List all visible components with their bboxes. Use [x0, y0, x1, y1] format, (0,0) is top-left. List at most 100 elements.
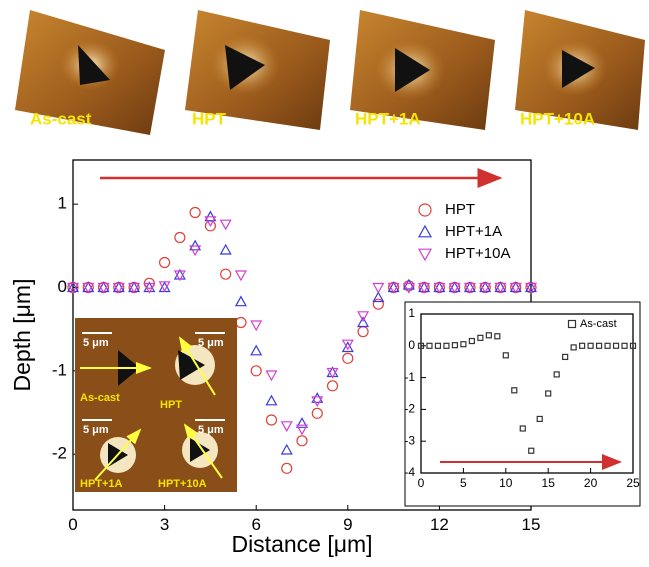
data-point [311, 396, 324, 408]
legend-label: As-cast [580, 318, 617, 330]
data-point [189, 206, 201, 219]
scale-label: 5 μm [198, 424, 224, 436]
data-point [485, 332, 492, 339]
data-point [280, 443, 293, 455]
data-point [509, 282, 522, 294]
data-point [326, 380, 339, 392]
data-point [66, 282, 80, 294]
data-point [97, 282, 110, 294]
legend-label: HPT+10A [445, 245, 510, 262]
x-axis-label: Distance [μm] [231, 531, 372, 557]
data-point [426, 342, 433, 349]
data-point [295, 424, 309, 436]
image-label: As-cast [30, 109, 92, 128]
data-point [528, 447, 535, 454]
data-point [326, 367, 339, 379]
data-point [463, 282, 476, 294]
data-point [460, 341, 467, 348]
data-point [204, 216, 217, 228]
legend-marker [417, 248, 433, 262]
inset-image: 5 μm As-cast [80, 332, 152, 404]
data-point [265, 414, 278, 426]
data-point [433, 282, 446, 294]
x-tick-label: 12 [430, 515, 449, 534]
data-point [418, 282, 431, 294]
data-point [372, 291, 385, 303]
data-point [189, 239, 202, 251]
x-tick-label: 5 [460, 476, 467, 490]
data-point [143, 282, 156, 294]
data-point [280, 421, 293, 433]
afm-image: HPT+1A [350, 10, 495, 130]
x-tick-label: 15 [522, 515, 541, 534]
image-label: HPT [192, 109, 227, 128]
data-point [587, 342, 594, 349]
scale-label: 5 μm [198, 337, 224, 349]
data-point [234, 270, 247, 282]
x-tick-label: 15 [542, 476, 556, 490]
x-tick-label: 9 [343, 515, 352, 534]
data-point [189, 245, 202, 257]
data-point [402, 282, 415, 294]
y-tick-label: -1 [404, 370, 415, 384]
data-point [477, 334, 484, 341]
legend-marker [417, 224, 433, 238]
image-label: As-cast [80, 392, 120, 404]
data-point [159, 256, 171, 269]
inset-background [404, 301, 641, 507]
inset-image: 5 μm HPT [160, 332, 225, 411]
data-point [311, 407, 323, 419]
data-point [448, 282, 461, 294]
legend-marker [418, 203, 432, 217]
legend-label: HPT [445, 201, 475, 218]
inset-images: 5 μm As-cast 5 μm HPT 5 μm HPT+1A 5 μm H… [75, 318, 237, 492]
y-tick-label: -3 [404, 433, 415, 447]
legend-marker [567, 319, 577, 329]
data-point [417, 342, 425, 349]
y-tick-label: 0 [408, 338, 415, 352]
data-point [219, 243, 232, 255]
x-tick-label: 0 [68, 515, 77, 534]
data-point [357, 311, 370, 323]
data-point [357, 326, 369, 338]
data-point [562, 353, 569, 361]
data-point [311, 392, 324, 403]
data-point [579, 342, 586, 349]
data-point [112, 282, 125, 294]
plot-frame [420, 313, 634, 474]
data-point [545, 390, 552, 397]
data-point [295, 417, 309, 428]
y-tick-label: -4 [404, 465, 415, 479]
y-tick-label: 0 [58, 277, 67, 296]
x-tick-label: 25 [626, 476, 640, 490]
data-point [174, 231, 186, 244]
data-point [570, 344, 577, 351]
y-axis-label: Depth [μm] [9, 279, 35, 392]
y-tick-label: -1 [52, 360, 67, 379]
data-point [387, 282, 400, 294]
image-label: HPT+1A [80, 478, 123, 490]
data-point [519, 425, 526, 432]
data-point [553, 371, 560, 378]
data-point [82, 282, 95, 294]
data-point [494, 333, 501, 340]
data-point [494, 282, 507, 294]
data-point [250, 365, 262, 377]
data-point [173, 270, 186, 282]
inset-image: 5 μm HPT+10A [158, 419, 225, 490]
data-point [451, 342, 459, 349]
image-label: HPT+1A [355, 109, 421, 128]
data-point [158, 281, 171, 293]
x-tick-label: 10 [499, 476, 513, 490]
data-point [341, 339, 354, 351]
data-point [604, 342, 611, 349]
y-tick-label: 1 [408, 306, 415, 320]
data-point [250, 320, 263, 332]
data-point [595, 342, 603, 349]
data-point [372, 298, 384, 310]
data-point [468, 337, 475, 345]
afm-image: HPT+10A [515, 10, 645, 130]
data-point [234, 295, 247, 307]
